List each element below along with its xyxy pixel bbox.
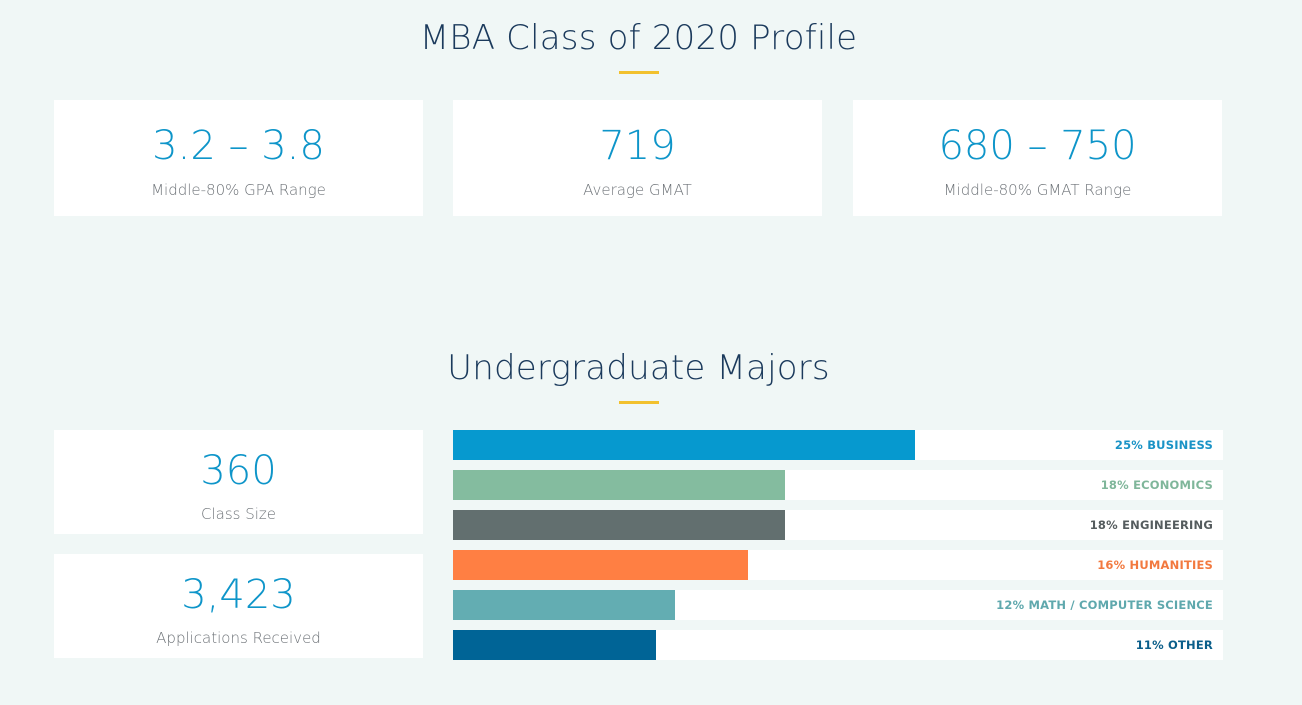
bar-label-other: 11% OTHER	[1135, 638, 1213, 652]
bar-economics	[453, 470, 785, 500]
class-size-label: Class Size	[200, 505, 277, 523]
average-gmat-card: 719 Average GMAT	[453, 100, 822, 216]
average-gmat-label: Average GMAT	[583, 181, 692, 199]
bar-row-humanities: 16% HUMANITIES	[453, 550, 1223, 580]
average-gmat-value: 719	[599, 123, 676, 169]
bar-label-engineering: 18% ENGINEERING	[1089, 518, 1213, 532]
majors-bar-chart: 25% BUSINESS 18% ECONOMICS 18% ENGINEERING…	[453, 430, 1223, 660]
applications-value: 3,423	[181, 572, 296, 618]
bar-row-other: 11% OTHER	[453, 630, 1223, 660]
gpa-range-card: 3.2 – 3.8 Middle-80% GPA Range	[54, 100, 423, 216]
class-size-card: 360 Class Size	[54, 430, 423, 534]
bar-label-humanities: 16% HUMANITIES	[1097, 558, 1213, 572]
applications-label: Applications Received	[156, 629, 321, 647]
bar-humanities	[453, 550, 748, 580]
bar-other	[453, 630, 656, 660]
bar-engineering	[453, 510, 785, 540]
bar-business	[453, 430, 915, 460]
bar-label-economics: 18% ECONOMICS	[1100, 478, 1213, 492]
bar-row-engineering: 18% ENGINEERING	[453, 510, 1223, 540]
majors-title: Undergraduate Majors	[447, 348, 830, 388]
bar-row-economics: 18% ECONOMICS	[453, 470, 1223, 500]
class-size-value: 360	[200, 448, 277, 494]
applications-card: 3,423 Applications Received	[54, 554, 423, 658]
gpa-range-label: Middle-80% GPA Range	[151, 181, 326, 199]
bar-label-business: 25% BUSINESS	[1114, 438, 1213, 452]
bar-row-math-computer-science: 12% MATH / COMPUTER SCIENCE	[453, 590, 1223, 620]
gpa-range-value: 3.2 – 3.8	[152, 123, 325, 169]
gmat-range-card: 680 – 750 Middle-80% GMAT Range	[853, 100, 1222, 216]
bar-label-math-computer-science: 12% MATH / COMPUTER SCIENCE	[996, 598, 1213, 612]
bar-row-business: 25% BUSINESS	[453, 430, 1223, 460]
gmat-range-label: Middle-80% GMAT Range	[943, 181, 1132, 199]
profile-title-underline	[619, 71, 659, 74]
profile-title: MBA Class of 2020 Profile	[419, 18, 858, 58]
gmat-range-value: 680 – 750	[938, 123, 1137, 169]
majors-title-underline	[619, 401, 659, 404]
bar-math-computer-science	[453, 590, 675, 620]
